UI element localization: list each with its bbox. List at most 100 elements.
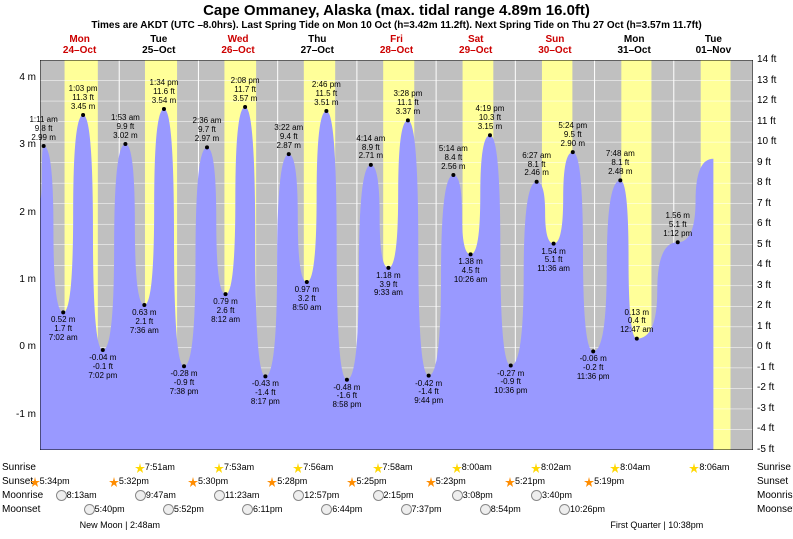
tide-label: -0.04 m-0.1 ft7:02 pm — [73, 354, 133, 380]
y-tick-right: 14 ft — [757, 54, 787, 65]
side-label-left: Moonrise — [2, 490, 43, 501]
tide-label: 5:14 am8.4 ft2.56 m — [423, 145, 483, 171]
day-header: Thu27–Oct — [287, 34, 347, 56]
y-tick-right: -4 ft — [757, 423, 787, 434]
tide-label: 0.52 m1.7 ft7:02 am — [33, 316, 93, 342]
tide-label: 1:03 pm11.3 ft3.45 m — [53, 85, 113, 111]
y-tick-right: -5 ft — [757, 444, 787, 455]
y-tick-right: 3 ft — [757, 280, 787, 291]
sunrise-time: 8:04am — [610, 462, 650, 473]
sunrise-time: 7:53am — [214, 462, 254, 473]
tide-label: 2:46 pm11.5 ft3.51 m — [296, 81, 356, 107]
y-tick-right: -2 ft — [757, 382, 787, 393]
moonrise-time: 9:47am — [135, 490, 176, 501]
moonrise-time: 8:13am — [56, 490, 97, 501]
day-header: Mon24–Oct — [50, 34, 110, 56]
sunset-time: 5:28pm — [267, 476, 307, 487]
tide-label: 0.79 m2.6 ft8:12 am — [196, 298, 256, 324]
tide-label: -0.06 m-0.2 ft11:36 pm — [563, 355, 623, 381]
sunrise-time: 7:51am — [135, 462, 175, 473]
chart-title: Cape Ommaney, Alaska (max. tidal range 4… — [0, 2, 793, 19]
moon-phase-right: First Quarter | 10:38pm — [610, 520, 703, 530]
tide-label: 2:36 am9.7 ft2.97 m — [177, 117, 237, 143]
day-header: Tue01–Nov — [683, 34, 743, 56]
tide-label: -0.48 m-1.6 ft8:58 pm — [317, 384, 377, 410]
y-tick-right: 9 ft — [757, 157, 787, 168]
sunset-time: 5:32pm — [109, 476, 149, 487]
side-label-left: Sunset — [2, 476, 33, 487]
moonset-time: 10:26pm — [559, 504, 605, 515]
y-tick-right: 13 ft — [757, 75, 787, 86]
y-tick-right: 5 ft — [757, 239, 787, 250]
side-label-right: Sunrise — [757, 462, 791, 473]
tide-label: 0.63 m2.1 ft7:36 am — [114, 309, 174, 335]
moonrise-time: 3:40pm — [531, 490, 572, 501]
moonrise-time: 11:23am — [214, 490, 259, 501]
side-label-right: Moonrise — [757, 490, 793, 501]
sunrise-time: 8:02am — [531, 462, 571, 473]
tide-label: 3:28 pm11.1 ft3.37 m — [378, 90, 438, 116]
y-tick-right: 11 ft — [757, 116, 787, 127]
y-tick-left: 1 m — [6, 274, 36, 285]
y-tick-left: 4 m — [6, 72, 36, 83]
tide-label: 1:34 pm11.6 ft3.54 m — [134, 79, 194, 105]
tide-label: 1.18 m3.9 ft9:33 am — [358, 272, 418, 298]
moonrise-time: 12:57pm — [293, 490, 339, 501]
moonrise-time: 2:15pm — [373, 490, 414, 501]
day-header: Fri28–Oct — [367, 34, 427, 56]
sunrise-time: 8:00am — [452, 462, 492, 473]
side-label-right: Sunset — [757, 476, 788, 487]
y-tick-left: 0 m — [6, 341, 36, 352]
tide-label: 0.97 m3.2 ft8:50 am — [277, 286, 337, 312]
sunset-time: 5:30pm — [188, 476, 228, 487]
tide-label: -0.28 m-0.9 ft7:38 pm — [154, 370, 214, 396]
moon-phase-left: New Moon | 2:48am — [80, 520, 160, 530]
sunset-time: 5:21pm — [505, 476, 545, 487]
y-tick-right: 4 ft — [757, 259, 787, 270]
chart-subtitle: Times are AKDT (UTC –8.0hrs). Last Sprin… — [0, 20, 793, 31]
y-tick-left: -1 m — [6, 409, 36, 420]
tide-label: 2:08 pm11.7 ft3.57 m — [215, 77, 275, 103]
sunset-time: 5:34pm — [30, 476, 70, 487]
day-header: Wed26–Oct — [208, 34, 268, 56]
moonset-time: 6:44pm — [321, 504, 362, 515]
tide-label: 4:19 pm10.3 ft3.15 m — [460, 105, 520, 131]
sunset-time: 5:25pm — [347, 476, 387, 487]
y-tick-right: 0 ft — [757, 341, 787, 352]
moonset-time: 8:54pm — [480, 504, 521, 515]
tide-chart: Cape Ommaney, Alaska (max. tidal range 4… — [0, 0, 793, 539]
day-header: Mon31–Oct — [604, 34, 664, 56]
y-tick-right: 8 ft — [757, 177, 787, 188]
sunrise-time: 7:56am — [293, 462, 333, 473]
tide-label: 1:11 am9.8 ft2.99 m — [14, 116, 74, 142]
tide-label: 0.13 m0.4 ft12:47 am — [607, 309, 667, 335]
side-label-right: Moonset — [757, 504, 793, 515]
y-tick-left: 2 m — [6, 207, 36, 218]
y-tick-right: 6 ft — [757, 218, 787, 229]
y-tick-right: -3 ft — [757, 403, 787, 414]
day-header: Tue25–Oct — [129, 34, 189, 56]
tide-label: -0.43 m-1.4 ft8:17 pm — [235, 380, 295, 406]
tide-label: -0.27 m-0.9 ft10:36 pm — [481, 370, 541, 396]
y-tick-right: 10 ft — [757, 136, 787, 147]
day-header: Sat29–Oct — [446, 34, 506, 56]
tide-label: 6:27 am8.1 ft2.46 m — [507, 152, 567, 178]
moonset-time: 7:37pm — [401, 504, 442, 515]
tide-label: 7:48 am8.1 ft2.48 m — [590, 150, 650, 176]
tide-label: 4:14 am8.9 ft2.71 m — [341, 135, 401, 161]
y-tick-right: -1 ft — [757, 362, 787, 373]
moonrise-time: 3:08pm — [452, 490, 493, 501]
tide-label: 5:24 pm9.5 ft2.90 m — [543, 122, 603, 148]
moonset-time: 6:11pm — [242, 504, 282, 515]
sunset-time: 5:23pm — [426, 476, 466, 487]
tide-label: 1:53 am9.9 ft3.02 m — [95, 114, 155, 140]
sunrise-time: 8:06am — [689, 462, 729, 473]
y-tick-right: 7 ft — [757, 198, 787, 209]
tide-label: 1.38 m4.5 ft10:26 am — [441, 258, 501, 284]
tide-label: 3:22 am9.4 ft2.87 m — [259, 124, 319, 150]
y-tick-right: 12 ft — [757, 95, 787, 106]
tide-label: 1.56 m5.1 ft1:12 pm — [648, 212, 708, 238]
sunset-time: 5:19pm — [584, 476, 624, 487]
day-header: Sun30–Oct — [525, 34, 585, 56]
y-tick-right: 2 ft — [757, 300, 787, 311]
